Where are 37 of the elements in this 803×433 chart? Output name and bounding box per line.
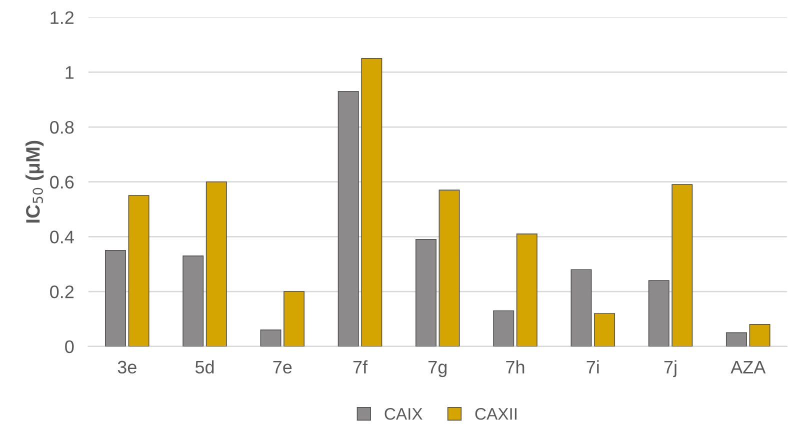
bar <box>516 234 538 346</box>
bar <box>361 58 382 346</box>
x-tick-label: 5d <box>195 360 214 374</box>
x-tick-label: 7j <box>664 360 676 378</box>
legend-label: CAXII <box>475 408 516 420</box>
bar <box>415 239 437 346</box>
y-axis-title: IC$_{50}$ (μM) <box>26 140 44 223</box>
bar <box>284 291 305 346</box>
bar <box>726 332 747 346</box>
bar <box>182 255 204 346</box>
x-tick-label: 7h <box>506 360 524 374</box>
bar <box>570 269 592 346</box>
y-tick-label: 1.2 <box>50 11 74 24</box>
y-tick-label: 0.8 <box>50 120 74 134</box>
x-tick-label: 7g <box>428 360 447 378</box>
bar <box>128 195 150 346</box>
y-tick-label: 0.2 <box>50 285 74 298</box>
bar <box>594 313 616 346</box>
bar <box>749 324 770 346</box>
bar <box>338 90 359 346</box>
x-tick-label: 7e <box>273 360 292 374</box>
y-tick-label: 0.6 <box>50 176 74 189</box>
bar <box>438 190 460 346</box>
y-tick-label: 0 <box>65 340 74 354</box>
bar <box>260 330 282 346</box>
bar <box>672 184 693 346</box>
y-tick-label: 1 <box>66 66 74 79</box>
legend-label: CAIX <box>384 408 422 420</box>
bar <box>648 280 670 346</box>
x-tick-label: 7i <box>586 360 599 374</box>
x-tick-label: AZA <box>730 360 766 374</box>
bar <box>493 310 514 346</box>
y-tick-label: 0.4 <box>50 230 74 244</box>
x-tick-label: 7f <box>353 360 368 374</box>
bar <box>206 181 227 346</box>
x-tick-label: 3e <box>118 360 136 374</box>
bar <box>104 250 126 346</box>
